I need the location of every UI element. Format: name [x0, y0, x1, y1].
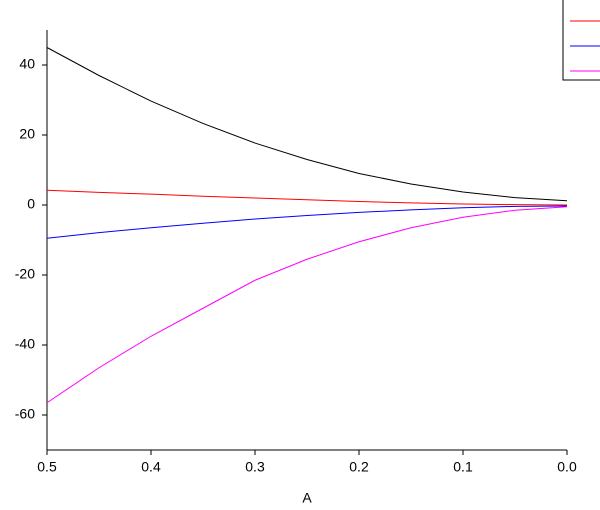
x-tick-label: 0.1 — [453, 459, 473, 475]
series-line — [46, 205, 568, 239]
legend-box — [562, 0, 600, 81]
y-tick-label: -20 — [15, 266, 35, 282]
series-line — [46, 206, 568, 404]
x-tick-label: 0.5 — [37, 459, 57, 475]
x-axis-title: A — [302, 490, 312, 506]
y-tick-label: 0 — [27, 196, 35, 212]
y-tick-label: -40 — [15, 336, 35, 352]
series-line — [46, 47, 568, 202]
x-tick-label: 0.2 — [349, 459, 369, 475]
y-tick-label: -60 — [15, 406, 35, 422]
y-tick-label: 40 — [19, 56, 35, 72]
x-tick-label: 0.4 — [141, 459, 161, 475]
x-tick-label: 0.3 — [245, 459, 265, 475]
x-tick-label: 0.0 — [557, 459, 577, 475]
y-tick-label: 20 — [19, 126, 35, 142]
series-line — [46, 189, 568, 206]
